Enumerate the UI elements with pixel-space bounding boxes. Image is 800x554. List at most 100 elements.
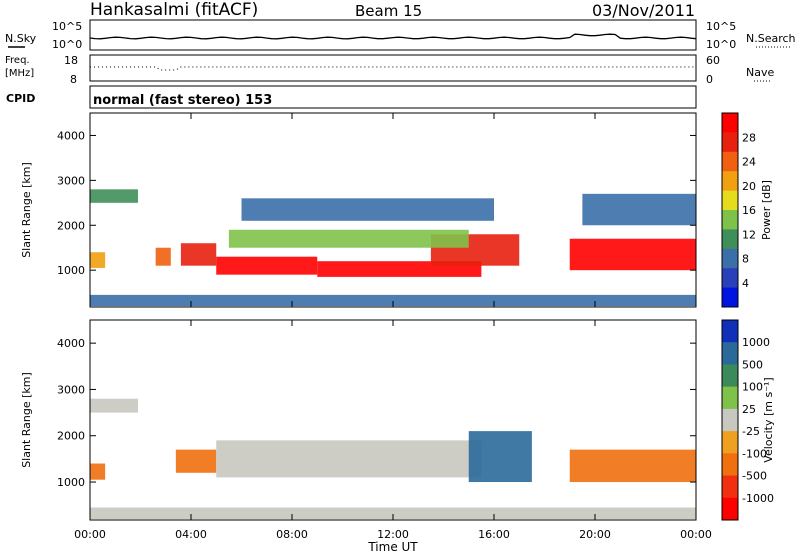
scatter-region bbox=[569, 449, 696, 483]
x-tick-label: 00:00 bbox=[680, 528, 712, 541]
colorbar-tick-label: 20 bbox=[742, 180, 756, 193]
velocity-colorbar: 1000 500 100 25 -25 -100 -500 -1000 bbox=[721, 319, 774, 521]
scatter-region bbox=[90, 252, 106, 268]
colorbar-cell bbox=[722, 268, 738, 289]
freq-label: Freq. bbox=[5, 55, 30, 66]
freq-tick-top: 18 bbox=[64, 54, 78, 67]
x-axis-label: Time UT bbox=[367, 540, 418, 554]
colorbar-tick-label: -25 bbox=[742, 425, 760, 438]
colorbar-cell bbox=[722, 248, 738, 269]
scatter-region bbox=[90, 507, 696, 520]
power-ylabel: Slant Range [km] bbox=[20, 162, 33, 258]
scatter-region bbox=[90, 189, 138, 203]
nsearch-label: N.Search bbox=[746, 32, 796, 45]
colorbar-cell bbox=[722, 210, 738, 230]
colorbar-cell bbox=[722, 151, 738, 172]
power-heatmap bbox=[90, 189, 696, 307]
colorbar-cell bbox=[722, 171, 738, 192]
colorbar-tick-label: 12 bbox=[742, 228, 756, 241]
colorbar-cell bbox=[722, 229, 738, 250]
scatter-region bbox=[180, 243, 217, 266]
freq-tick-bottom: 8 bbox=[70, 73, 77, 86]
nsky-series bbox=[89, 33, 697, 40]
y-tick-label: 2000 bbox=[57, 219, 85, 232]
colorbar-tick-label: 28 bbox=[742, 131, 756, 144]
cpid-strip-frame bbox=[89, 85, 697, 109]
noise-strip-frame bbox=[89, 19, 697, 51]
colorbar-tick-label: 16 bbox=[742, 204, 756, 217]
colorbar-tick-label: 24 bbox=[742, 156, 756, 169]
beam-title: Beam 15 bbox=[355, 2, 422, 20]
scatter-region bbox=[216, 440, 482, 478]
y-tick-label: 4000 bbox=[57, 129, 85, 142]
colorbar-cell bbox=[722, 497, 738, 521]
y-tick-label: 1000 bbox=[57, 264, 85, 277]
velocity-panel-frame bbox=[89, 319, 697, 521]
colorbar-tick-label: 500 bbox=[742, 358, 763, 371]
colorbar-tick-label: 100 bbox=[742, 381, 763, 394]
colorbar-frame bbox=[721, 319, 739, 521]
y-tick-label: 4000 bbox=[57, 337, 85, 350]
scatter-region bbox=[90, 463, 106, 480]
colorbar-cell bbox=[722, 364, 738, 388]
nsearch-tick-top: 10^5 bbox=[706, 20, 736, 33]
power-y-ticks: 1000 2000 3000 4000 bbox=[57, 113, 697, 307]
nave-tick-bottom: 0 bbox=[706, 73, 713, 86]
scatter-region bbox=[90, 398, 138, 413]
colorbar-cell bbox=[722, 408, 738, 432]
power-colorbar: 28 24 20 16 12 8 4 bbox=[721, 112, 756, 308]
scatter-region bbox=[241, 198, 494, 221]
colorbar-tick-label: -1000 bbox=[742, 492, 774, 505]
colorbar-cell bbox=[722, 287, 738, 308]
x-tick-label: 20:00 bbox=[579, 528, 611, 541]
scatter-region bbox=[155, 247, 171, 266]
x-tick-label: 12:00 bbox=[377, 528, 409, 541]
freq-unit: [MHz] bbox=[5, 68, 34, 79]
colorbar-tick-label: 4 bbox=[742, 277, 749, 290]
scatter-region bbox=[90, 294, 696, 307]
x-tick-label: 00:00 bbox=[74, 528, 106, 541]
scatter-region bbox=[468, 431, 532, 483]
colorbar-cell bbox=[722, 132, 738, 153]
colorbar-tick-label: 25 bbox=[742, 403, 756, 416]
scatter-region bbox=[216, 256, 318, 275]
colorbar-cell bbox=[722, 386, 738, 410]
colorbar-frame bbox=[721, 112, 739, 308]
colorbar-cell bbox=[722, 113, 738, 133]
nsky-tick-top: 10^5 bbox=[52, 20, 82, 33]
nsearch-tick-bottom: 10^0 bbox=[706, 38, 736, 51]
x-tick-label: 16:00 bbox=[478, 528, 510, 541]
time-axis: 00:00 04:00 08:00 12:00 16:00 20:00 00:00 bbox=[74, 528, 712, 541]
colorbar-cell bbox=[722, 190, 738, 211]
y-tick-label: 2000 bbox=[57, 430, 85, 443]
colorbar-cell bbox=[722, 453, 738, 477]
y-tick-label: 3000 bbox=[57, 174, 85, 187]
date-title: 03/Nov/2011 bbox=[592, 1, 695, 20]
nsky-label: N.Sky bbox=[5, 32, 37, 45]
colorbar-cell bbox=[722, 475, 738, 499]
velocity-ylabel: Slant Range [km] bbox=[20, 372, 33, 468]
colorbar-tick-label: -100 bbox=[742, 447, 767, 460]
x-tick-label: 08:00 bbox=[276, 528, 308, 541]
cpid-text: normal (fast stereo) 153 bbox=[93, 93, 272, 108]
colorbar-cell bbox=[722, 320, 738, 343]
scatter-region bbox=[175, 449, 217, 473]
freq-strip-frame bbox=[89, 54, 697, 82]
scatter-region bbox=[569, 238, 696, 271]
colorbar-tick-label: 8 bbox=[742, 253, 749, 266]
station-title: Hankasalmi (fitACF) bbox=[90, 0, 258, 20]
colorbar-cell bbox=[722, 431, 738, 454]
x-tick-label: 04:00 bbox=[175, 528, 207, 541]
y-tick-label: 3000 bbox=[57, 383, 85, 396]
cpid-label: CPID bbox=[6, 92, 35, 105]
scatter-region bbox=[582, 193, 696, 226]
colorbar-cell bbox=[722, 342, 738, 365]
nsky-tick-bottom: 10^0 bbox=[52, 38, 82, 51]
velocity-y-ticks: 1000 2000 3000 4000 bbox=[57, 320, 697, 520]
colorbar-tick-label: 1000 bbox=[742, 336, 770, 349]
colorbar-tick-label: -500 bbox=[742, 470, 767, 483]
power-colorbar-label: Power [dB] bbox=[760, 180, 773, 240]
velocity-colorbar-label: Velocity [m s⁻¹] bbox=[762, 377, 775, 462]
velocity-heatmap bbox=[90, 398, 696, 520]
